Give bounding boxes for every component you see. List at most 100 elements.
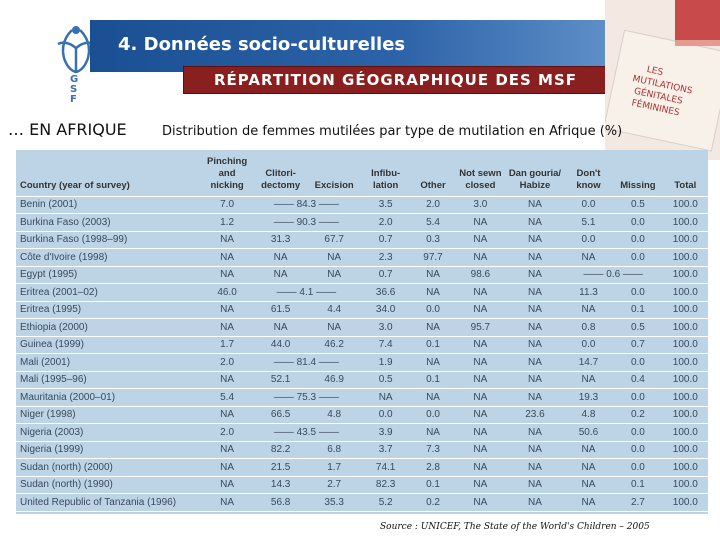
table-cell: Niger (1998) — [20, 409, 76, 421]
table-cell: —— 84.3 —— — [273, 199, 339, 211]
table-cell: 100.0 — [672, 269, 698, 281]
table-cell: NA — [378, 391, 393, 403]
table-cell: 5.2 — [378, 496, 393, 508]
table-cell: NA — [528, 391, 542, 403]
table-cell: 7.3 — [426, 444, 440, 456]
table-cell: NA — [473, 444, 488, 456]
column-header: Excision — [314, 179, 354, 191]
table-cell: NA — [327, 251, 342, 263]
table-cell: 100.0 — [672, 286, 698, 298]
table-cell: NA — [473, 304, 488, 316]
table-cell: 0.0 — [630, 444, 645, 456]
table-cell: NA — [473, 356, 488, 368]
table-cell: NA — [581, 496, 596, 508]
table-cell: Sudan (north) (1990) — [20, 479, 113, 491]
table-cell: —— 81.4 —— — [273, 356, 339, 368]
column-header: Pinching and nicking — [207, 155, 248, 191]
table-cell: NA — [273, 251, 288, 263]
table-cell: NA — [220, 461, 235, 473]
table-row: Sudan (north) (2000) NA 21.5 1.7 74.1 2.8 NA NA… — [16, 459, 708, 476]
source-citation: Source : UNICEF, The State of the World'… — [380, 522, 650, 532]
page-subtitle: RÉPARTITION GÉOGRAPHIQUE DES MSF — [213, 71, 578, 89]
table-cell: NA — [273, 321, 288, 333]
table-cell: 46.9 — [324, 374, 344, 386]
table-cell: 35.3 — [324, 496, 344, 508]
table-row: Nigeria (1999) NA 82.2 6.8 3.7 7.3 NA NA NA 0.0 10… — [16, 441, 708, 459]
table-cell: 100.0 — [672, 356, 698, 368]
table-cell: 0.2 — [426, 496, 440, 508]
table-cell: Benin (2001) — [20, 199, 78, 211]
table-row: Niger (1998) NA 66.5 4.8 0.0 0.0 NA 23.6 4.8 0.2 1… — [16, 406, 708, 424]
table-cell: Burkina Faso (2003) — [20, 216, 111, 228]
table-cell: 11.3 — [579, 286, 598, 298]
table-cell: NA — [220, 269, 235, 281]
table-cell: Eritrea (1995) — [20, 304, 82, 316]
table-cell: 74.1 — [375, 461, 396, 473]
table-cell: 3.0 — [378, 321, 393, 333]
table-cell: NA — [473, 426, 488, 438]
table-cell: 46.0 — [217, 286, 237, 298]
table-cell: 1.9 — [378, 356, 393, 368]
table-cell: 56.8 — [270, 496, 291, 508]
table-cell: 100.0 — [672, 496, 698, 508]
table-cell: 19.3 — [578, 391, 599, 403]
table-cell: 2.0 — [220, 426, 235, 438]
table-cell: NA — [473, 391, 488, 403]
table-cell: NA — [528, 339, 542, 351]
table-cell: NA — [528, 199, 542, 211]
table-cell: 5.4 — [426, 216, 440, 228]
table-cell: 0.0 — [630, 216, 645, 228]
column-header: Dan gouria/ Habize — [508, 167, 562, 191]
table-cell: 0.0 — [630, 251, 645, 263]
table-cell: 6.8 — [327, 444, 342, 456]
table-cell: 46.2 — [324, 339, 344, 351]
table-cell: NA — [220, 374, 235, 386]
table-cell: 0.0 — [630, 391, 645, 403]
table-cell: NA — [473, 374, 488, 386]
table-cell: 0.4 — [630, 374, 645, 386]
table-cell: NA — [220, 409, 235, 421]
table-cell: 0.5 — [630, 199, 645, 211]
table-cell: 0.0 — [581, 234, 596, 246]
table-cell: NA — [528, 496, 542, 508]
table-cell: —— 75.3 —— — [273, 391, 339, 403]
table-cell: United Republic of Tanzania (1996) — [20, 496, 177, 508]
table-cell: 0.5 — [630, 321, 645, 333]
region-label: … EN AFRIQUE — [8, 120, 127, 139]
table-cell: 2.0 — [220, 356, 235, 368]
column-header: Total — [674, 179, 697, 191]
table-cell: 82.3 — [375, 479, 396, 491]
table-cell: Mali (2001) — [20, 356, 71, 368]
table-cell: Mali (1995–96) — [20, 374, 87, 386]
table-cell: Egypt (1995) — [20, 269, 78, 281]
table-row: Benin (2001) 7.0 —— 84.3 —— 3.5 2.0 3.0 NA 0.0 0… — [16, 196, 708, 214]
table-cell: 67.7 — [324, 234, 344, 246]
table-cell: 50.6 — [578, 426, 599, 438]
table-cell: 44.0 — [270, 339, 291, 351]
table-cell: —— 90.3 —— — [273, 216, 339, 228]
column-header: Don't know — [576, 167, 601, 191]
table-cell: NA — [473, 479, 488, 491]
table-cell: NA — [426, 321, 440, 333]
table-cell: 2.8 — [426, 461, 440, 473]
table-cell: 0.1 — [426, 374, 440, 386]
table-row: Mali (1995–96) NA 52.1 46.9 0.5 0.1 NA NA NA 0.4 1… — [16, 371, 708, 389]
table-cell: NA — [528, 234, 542, 246]
table-cell: NA — [327, 269, 342, 281]
page-title: 4. Données socio-culturelles — [118, 34, 406, 55]
table-cell: 4.8 — [327, 409, 342, 421]
table-cell: 0.2 — [630, 409, 645, 421]
table-row: Guinea (1999) 1.7 44.0 46.2 7.4 0.1 NA NA 0.0 0.7… — [16, 336, 708, 354]
table-cell: 97.7 — [423, 251, 443, 263]
table-cell: 0.0 — [630, 234, 645, 246]
table-cell: NA — [220, 444, 235, 456]
table-row: Eritrea (2001–02) 46.0 —— 4.1 —— 36.6 NA NA NA… — [16, 284, 708, 301]
table-cell: 100.0 — [672, 216, 698, 228]
table-cell: 100.0 — [672, 479, 698, 491]
table-cell: NA — [473, 409, 488, 421]
table-cell: NA — [473, 461, 488, 473]
table-cell: NA — [220, 251, 235, 263]
table-cell: NA — [528, 304, 542, 316]
table-row: Nigeria (2003) 2.0 —— 43.5 —— 3.9 NA NA NA 50.6… — [16, 424, 708, 441]
table-cell: 98.6 — [470, 269, 491, 281]
